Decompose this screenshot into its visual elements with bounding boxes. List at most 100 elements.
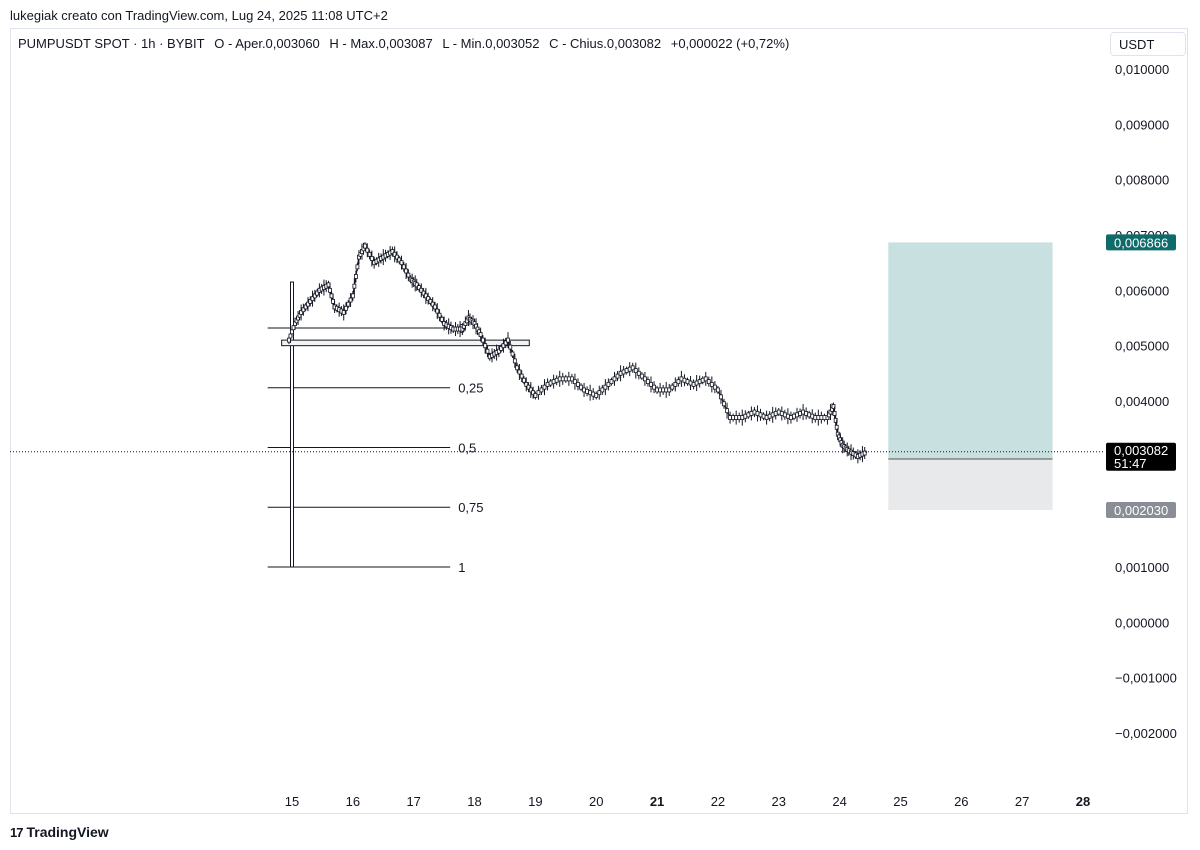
x-axis-tick: 18: [467, 794, 481, 809]
candle-body: [515, 365, 520, 371]
candle-body: [612, 376, 617, 382]
candle-body: [524, 381, 529, 387]
candle-body: [700, 377, 705, 383]
candle-body: [506, 337, 510, 343]
candle-body: [395, 254, 399, 260]
candle-body: [737, 415, 742, 421]
x-axis-tick: 22: [711, 794, 725, 809]
fib-level-label: 0,5: [458, 440, 476, 455]
candle-body: [312, 293, 317, 299]
candle-body: [510, 351, 515, 357]
candle-body: [709, 381, 714, 387]
ohlc-change: +0,000022 (+0,72%): [670, 36, 790, 51]
candle-body: [397, 257, 402, 263]
candle-body: [658, 387, 663, 393]
candle-body: [353, 274, 358, 279]
candle-body: [627, 366, 632, 372]
candle-body: [633, 368, 638, 373]
candle-body: [585, 388, 590, 394]
chart-frame[interactable]: [10, 28, 1188, 814]
y-axis-tick: 0,004000: [1115, 394, 1169, 409]
candle-body: [299, 310, 304, 315]
candle-body: [591, 391, 596, 397]
fib-level-label: 1: [458, 560, 465, 575]
x-axis-tick: 23: [772, 794, 786, 809]
candle-body: [816, 415, 821, 421]
x-axis-tick: 20: [589, 794, 603, 809]
candle-body: [670, 384, 675, 390]
currency-selector[interactable]: USDT: [1110, 32, 1186, 56]
candle-body: [367, 251, 372, 257]
candle-body: [341, 310, 346, 315]
price-series-line: [288, 244, 868, 457]
candle-body: [734, 415, 739, 421]
candle-body: [795, 412, 799, 418]
candle-body: [404, 268, 408, 274]
candle-body: [603, 384, 608, 390]
y-axis-tick: 0,000000: [1115, 615, 1169, 630]
candle-body: [804, 411, 809, 416]
candle-body: [503, 340, 508, 346]
candle-body: [522, 377, 526, 383]
tradingview-brand: TradingView: [26, 824, 109, 840]
candle-body: [697, 379, 702, 385]
candle-body: [636, 370, 641, 376]
candle-body: [743, 413, 748, 419]
ohlc-high: H - Max.0,003087: [329, 36, 433, 51]
candle-body: [582, 387, 586, 393]
candle-body: [526, 384, 531, 390]
candle-body: [557, 376, 562, 382]
candle-body: [706, 379, 711, 385]
candle-body: [740, 415, 745, 421]
candle-body: [365, 247, 370, 253]
current-price-tag: [1106, 442, 1176, 471]
candle-body: [731, 415, 736, 421]
symbol-name[interactable]: PUMPUSDT SPOT · 1h · BYBIT: [18, 36, 205, 51]
current-price-label: 0,003082: [1114, 443, 1168, 458]
candle-body: [531, 390, 536, 396]
candle-body: [478, 332, 483, 338]
candle-body: [588, 390, 593, 396]
candle-body: [428, 298, 433, 304]
candle-body: [594, 393, 599, 398]
candle-body: [519, 373, 524, 379]
candle-body: [346, 301, 351, 307]
candle-body: [363, 243, 367, 249]
y-axis-tick: −0,001000: [1115, 671, 1177, 686]
candle-body: [722, 401, 726, 407]
spike-candle: [290, 281, 294, 568]
candle-body: [661, 387, 666, 393]
support-box: [281, 339, 530, 347]
candle-body: [421, 290, 426, 296]
candle-body: [551, 379, 556, 385]
candle-body: [308, 298, 313, 304]
candle-body: [798, 411, 802, 416]
candle-body: [512, 358, 517, 364]
stop-zone: [888, 458, 1053, 511]
candle-body: [481, 337, 485, 343]
candle-body: [508, 344, 513, 350]
candle-body: [752, 409, 757, 415]
y-axis-tick: 0,006000: [1115, 283, 1169, 298]
candle-body: [303, 304, 308, 310]
candle-body: [517, 369, 522, 375]
candle-body: [813, 415, 818, 421]
price-tag-label: 0,002030: [1114, 503, 1168, 518]
candle-body: [569, 376, 574, 382]
target-zone: [888, 242, 1053, 459]
candle-body: [344, 305, 348, 311]
candle-body: [609, 379, 614, 385]
ohlc-open: O - Aper.0,003060: [214, 36, 320, 51]
candle-body: [419, 287, 424, 293]
candle-body: [728, 415, 732, 421]
x-axis-tick: 21: [650, 794, 664, 809]
y-axis-tick: 0,008000: [1115, 173, 1169, 188]
candle-body: [499, 346, 504, 351]
candle-body: [301, 307, 306, 313]
candle-body: [630, 365, 635, 371]
candle-body: [719, 394, 723, 400]
tradingview-logo[interactable]: 17 TradingView: [10, 824, 109, 840]
candle-body: [725, 408, 729, 414]
y-axis-tick: −0,002000: [1115, 726, 1177, 741]
